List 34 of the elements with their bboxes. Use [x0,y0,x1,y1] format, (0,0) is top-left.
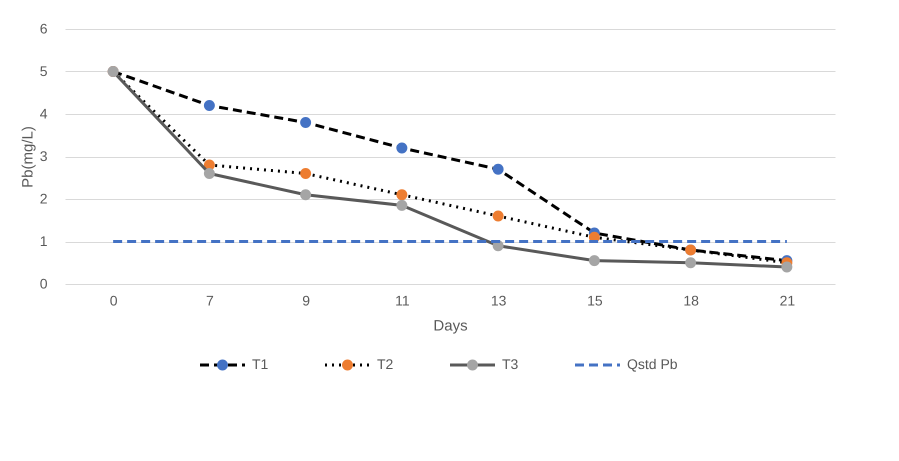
point [204,100,215,111]
point [781,262,792,272]
point [204,168,215,179]
x-tick-label: 15 [587,292,603,308]
y-axis-title: Pb(mg/L) [20,126,37,188]
x-tick-label: 11 [395,292,410,308]
point [396,189,408,200]
legend-label: T2 [377,356,394,372]
x-tick-label: 7 [206,292,214,308]
x-tick-label: 9 [302,292,310,308]
legend-label: T1 [252,356,269,372]
point [588,255,600,266]
point [396,142,408,154]
y-tick-label: 3 [40,148,48,164]
x-tick-label: 21 [780,292,796,308]
point [300,168,312,179]
legend-label: Qstd Pb [627,356,678,372]
point [300,189,312,200]
y-tick-label: 1 [40,233,48,249]
y-tick-label: 5 [40,63,48,79]
point [300,117,312,128]
point [685,257,696,268]
x-tick-label: 18 [683,292,700,308]
y-tick-label: 4 [40,106,48,122]
y-tick-label: 0 [40,276,48,292]
point [492,164,504,175]
point [396,200,408,211]
x-tick-label: 13 [490,292,507,308]
x-axis-title: Days [433,318,468,334]
x-tick-label: 0 [110,292,118,308]
y-tick-label: 2 [40,190,48,206]
y-tick-label: 6 [40,20,48,36]
legend-label: T3 [502,356,519,372]
point [492,210,504,222]
